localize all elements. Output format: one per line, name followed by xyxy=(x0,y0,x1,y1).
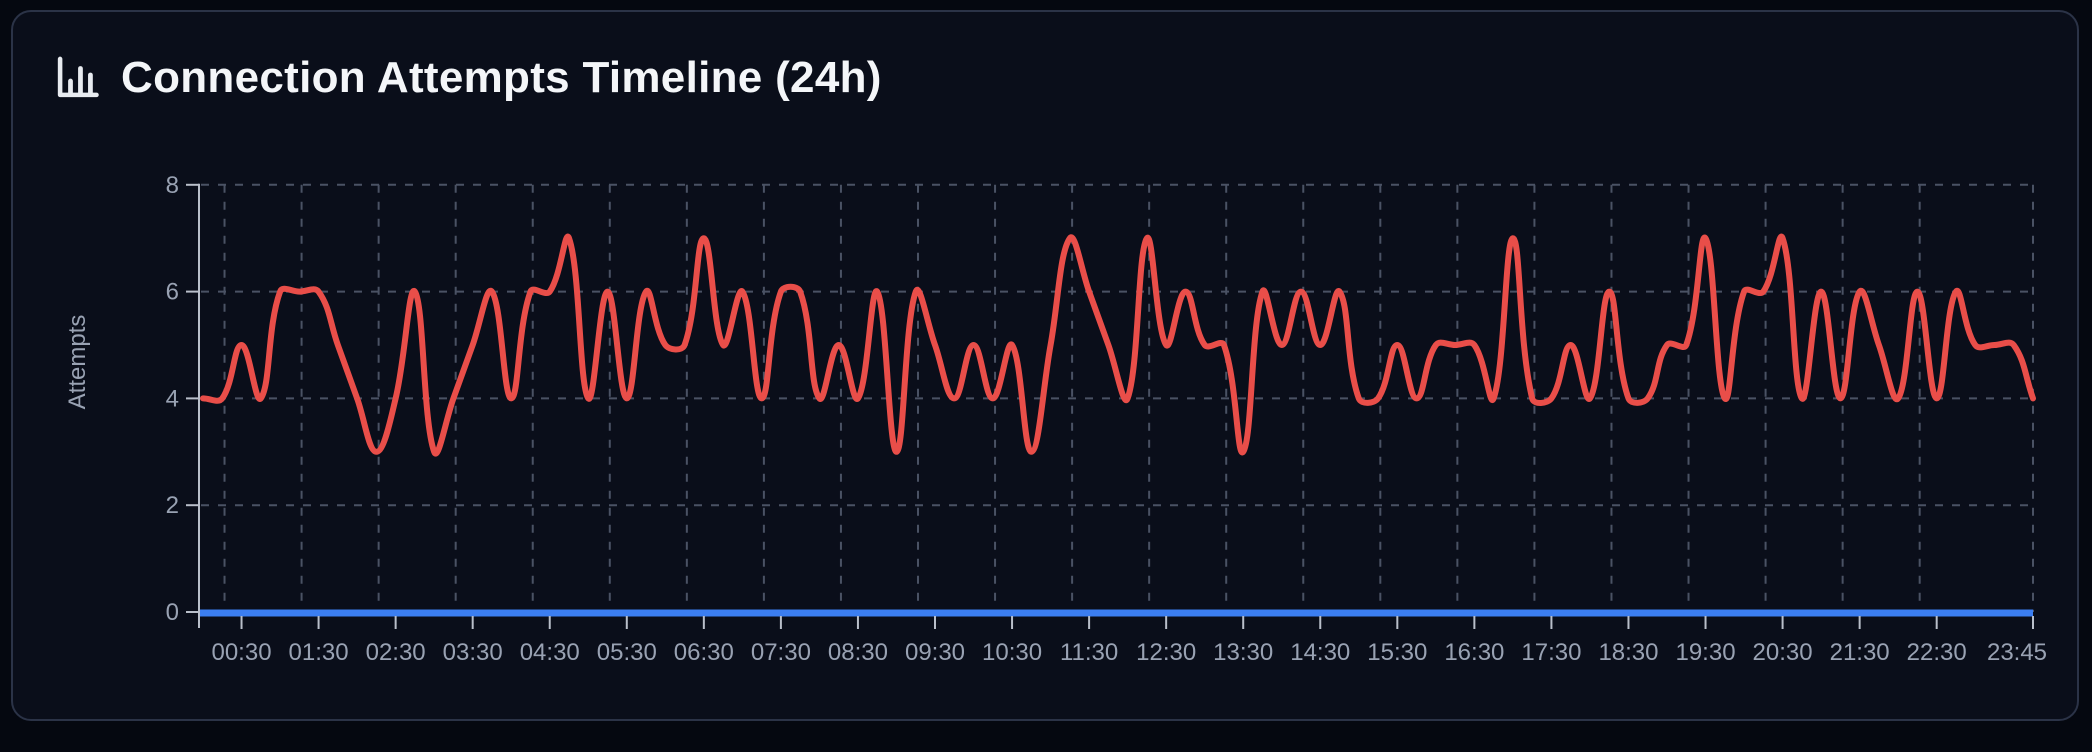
y-axis-title: Attempts xyxy=(64,315,91,410)
chart-panel: Connection Attempts Timeline (24h) 0 2 4 6 8… xyxy=(11,10,2079,721)
x-tick-label: 13:30 xyxy=(1213,639,1273,666)
x-tick-label: 09:30 xyxy=(905,639,965,666)
y-tick-label: 6 xyxy=(166,279,179,306)
x-tick-label: 03:30 xyxy=(443,639,503,666)
attempts-line xyxy=(200,233,2036,457)
y-tick-label: 4 xyxy=(166,385,179,412)
x-tick-label: 19:30 xyxy=(1675,639,1735,666)
x-tick-label: 12:30 xyxy=(1136,639,1196,666)
x-tick-label: 08:30 xyxy=(828,639,888,666)
x-tick-label: 17:30 xyxy=(1521,639,1581,666)
connection-attempts-chart: 0 2 4 6 8 00:30 01:30 02:30 03:30 04:30 05:30 06:30… xyxy=(64,172,2047,666)
x-tick-label: 22:30 xyxy=(1907,639,1967,666)
x-tick-label: 04:30 xyxy=(520,639,580,666)
x-tick-label: 21:30 xyxy=(1830,639,1890,666)
x-tick-label: 15:30 xyxy=(1367,639,1427,666)
x-tick-label: 10:30 xyxy=(982,639,1042,666)
y-tick-label: 2 xyxy=(166,492,179,519)
x-tick-label: 07:30 xyxy=(751,639,811,666)
x-tick-label: 20:30 xyxy=(1753,639,1813,666)
x-tick-label: 05:30 xyxy=(597,639,657,666)
panel-header: Connection Attempts Timeline (24h) xyxy=(49,52,882,104)
x-tick-label: 02:30 xyxy=(366,639,426,666)
x-tick-label: 16:30 xyxy=(1444,639,1504,666)
x-tick-label: 06:30 xyxy=(674,639,734,666)
x-tick-label: 00:30 xyxy=(211,639,271,666)
bar-chart-icon xyxy=(49,52,105,104)
y-tick-label: 8 xyxy=(166,172,179,199)
x-tick-label: 23:45 xyxy=(1987,639,2047,666)
x-tick-label: 11:30 xyxy=(1060,639,1118,666)
panel-title: Connection Attempts Timeline (24h) xyxy=(121,52,882,102)
x-tick-label: 18:30 xyxy=(1598,639,1658,666)
x-tick-label: 01:30 xyxy=(289,639,349,666)
x-tick-label: 14:30 xyxy=(1290,639,1350,666)
y-tick-label: 0 xyxy=(166,599,179,626)
